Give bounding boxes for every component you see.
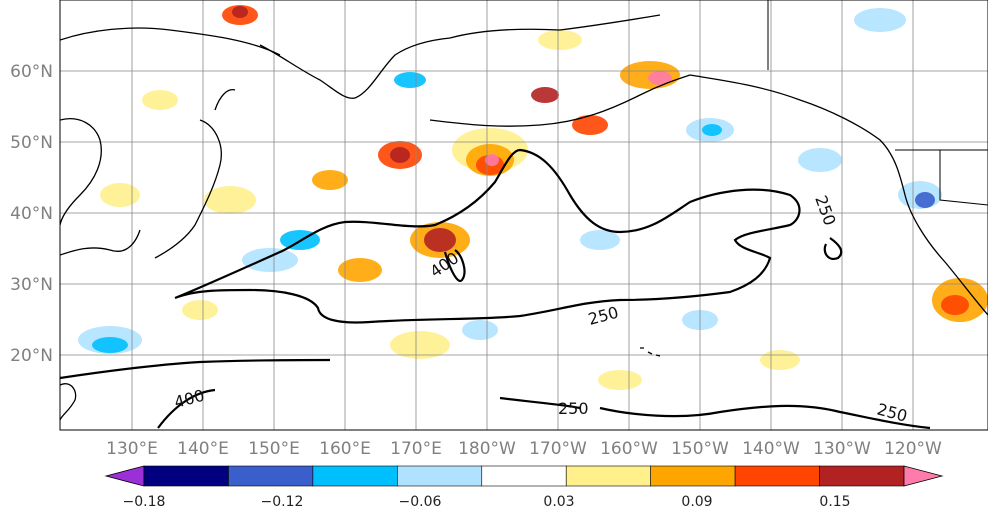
colorbar-box xyxy=(228,465,314,487)
anomaly-blob xyxy=(204,186,256,214)
anomaly-blob xyxy=(531,87,559,103)
colorbar-box xyxy=(650,465,736,487)
anomaly-blob xyxy=(915,192,935,208)
gridlines xyxy=(60,0,988,430)
lon-label-170e: 170°E xyxy=(390,439,442,459)
anomaly-blob xyxy=(854,8,906,32)
colorbar-box xyxy=(734,465,820,487)
lon-label-120w: 120°W xyxy=(884,439,942,459)
colorbar: −0.18 −0.12 −0.06 0.03 0.09 0.15 xyxy=(104,465,944,510)
longitude-labels: 130°E 140°E 150°E 160°E 170°E 180°W 170°… xyxy=(106,439,942,459)
lon-label-170w: 170°W xyxy=(529,439,587,459)
anomaly-blob xyxy=(538,30,582,50)
anomaly-blob xyxy=(312,170,348,190)
anomaly-blob xyxy=(598,370,642,390)
colorbar-box xyxy=(312,465,398,487)
colorbar-tick-label: 0.15 xyxy=(819,494,850,510)
colorbar-tick-label: −0.06 xyxy=(399,494,442,510)
anomaly-blob xyxy=(760,350,800,370)
anomaly-blob xyxy=(242,248,298,272)
colorbar-box xyxy=(143,465,229,487)
lon-label-140w: 140°W xyxy=(742,439,800,459)
anomaly-blob xyxy=(232,6,248,18)
contour-label-250-b: 250 xyxy=(558,399,589,418)
anomaly-blob xyxy=(462,320,498,340)
colorbar-box xyxy=(481,465,567,487)
anomaly-blob xyxy=(394,72,426,88)
lon-label-140e: 140°E xyxy=(177,439,229,459)
anomaly-blob xyxy=(142,90,178,110)
colorbar-box xyxy=(565,465,651,487)
colorbar-tick-label: 0.03 xyxy=(543,494,574,510)
lat-label-40n: 40°N xyxy=(10,204,53,224)
colorbar-box xyxy=(819,465,905,487)
anomaly-blob xyxy=(702,124,722,136)
map-border xyxy=(59,0,988,431)
coastlines xyxy=(60,0,988,421)
colorbar-extend-low xyxy=(104,465,145,487)
anomaly-blob xyxy=(424,228,456,252)
lon-label-160e: 160°E xyxy=(319,439,371,459)
lat-label-50n: 50°N xyxy=(10,133,53,153)
lat-label-20n: 20°N xyxy=(10,346,53,366)
anomaly-blob xyxy=(100,183,140,207)
anomaly-blob xyxy=(390,331,450,359)
anomaly-blob xyxy=(941,295,969,315)
colorbar-tick-label: 0.09 xyxy=(681,494,712,510)
anomaly-blob xyxy=(798,148,842,172)
lon-label-150w: 150°W xyxy=(671,439,729,459)
anomaly-blob xyxy=(580,230,620,250)
anomaly-blob xyxy=(338,258,382,282)
colorbar-box xyxy=(397,465,483,487)
height-contours xyxy=(60,148,931,430)
lat-label-30n: 30°N xyxy=(10,275,53,295)
map-panel: 400 400 250 250 250 250 xyxy=(59,0,988,431)
lon-label-130w: 130°W xyxy=(813,439,871,459)
lon-label-180w: 180°W xyxy=(458,439,516,459)
colorbar-tick-label: −0.12 xyxy=(261,494,304,510)
anomaly-blob xyxy=(485,154,499,166)
anomaly-blob xyxy=(92,337,128,353)
lon-label-160w: 160°W xyxy=(600,439,658,459)
anomaly-shading xyxy=(78,5,988,390)
latitude-labels: 60°N 50°N 40°N 30°N 20°N xyxy=(10,62,53,366)
map-background xyxy=(60,0,988,430)
anomaly-blob xyxy=(390,147,410,163)
anomaly-blob xyxy=(182,300,218,320)
colorbar-extend-high xyxy=(903,465,944,487)
anomaly-blob xyxy=(572,115,608,135)
lat-label-60n: 60°N xyxy=(10,62,53,82)
anomaly-blob xyxy=(648,71,672,85)
lon-label-130e: 130°E xyxy=(106,439,158,459)
lon-label-150e: 150°E xyxy=(248,439,300,459)
colorbar-tick-label: −0.18 xyxy=(123,494,166,510)
colorbar-segments xyxy=(104,465,944,487)
